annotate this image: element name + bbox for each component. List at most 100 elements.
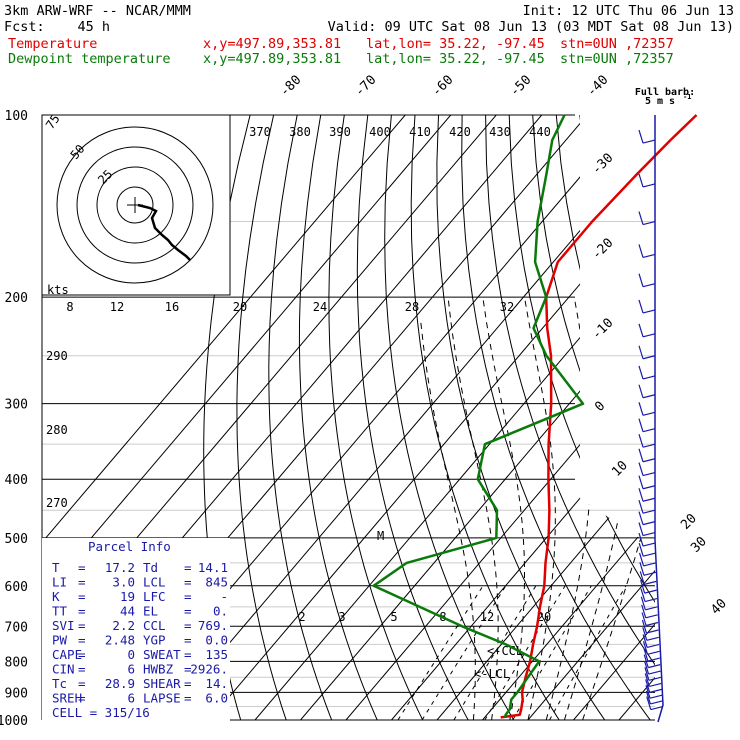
parcel-value: 19	[120, 589, 135, 604]
parcel-key: PW	[52, 633, 68, 648]
wind-barb-flag	[638, 418, 644, 432]
wind-barb	[647, 650, 660, 655]
parcel-eq: =	[184, 691, 192, 706]
moist-adiabat-label: 20	[233, 300, 247, 314]
wind-barb	[644, 598, 658, 603]
wind-barb-flag	[638, 211, 644, 225]
theta-label: 380	[289, 125, 311, 139]
wind-barb-flag	[638, 543, 644, 557]
parcel-eq: =	[78, 662, 86, 677]
isotherm	[254, 115, 655, 720]
parcel-eq: =	[78, 618, 86, 633]
parcel-value: -	[220, 589, 228, 604]
isotherm-label: -50	[507, 73, 534, 100]
temp-stn: stn=0UN ,72357	[560, 36, 674, 52]
parcel-eq: =	[184, 618, 192, 633]
wind-barb-flag	[638, 462, 644, 476]
wind-barb-flag	[644, 667, 650, 681]
wind-barb	[645, 614, 658, 619]
isotherm-label: 30	[688, 534, 710, 556]
parcel-value: 6	[127, 691, 135, 706]
pressure-label-300: 300	[5, 398, 28, 413]
fcst-label: Fcst:	[4, 19, 45, 35]
pressure-label-200: 200	[5, 291, 28, 306]
wind-barb	[643, 571, 657, 576]
wind-barb-flag	[638, 323, 644, 338]
mixing-ratio-label: 2	[298, 610, 305, 624]
full-barb-value: 5 m s	[645, 96, 675, 107]
isotherm-label: -10	[589, 316, 616, 343]
wind-barb-flag	[638, 448, 644, 462]
wind-barb	[643, 552, 656, 557]
wind-barb-flag	[639, 562, 645, 576]
wind-barb-flag	[638, 500, 644, 514]
dry-adiabat	[328, 115, 424, 720]
moist-adiabat	[447, 297, 499, 720]
moist-adiabat-label: 28	[405, 300, 419, 314]
wind-barb	[642, 509, 656, 514]
wind-barb-flag	[638, 244, 644, 258]
parcel-eq: =	[78, 691, 86, 706]
wind-barb	[644, 589, 657, 594]
wind-barb	[645, 606, 658, 611]
temp-xy: x,y=497.89,353.81	[203, 36, 341, 52]
wind-barb-flag	[638, 384, 644, 398]
parcel-key: YGP	[143, 633, 166, 648]
wind-barb-flag	[645, 690, 651, 705]
dew-stn: stn=0UN ,72357	[560, 51, 674, 67]
theta-label: 440	[529, 125, 551, 139]
wind-barb	[642, 253, 656, 259]
wind-barb-flag	[638, 402, 644, 416]
isotherm	[345, 115, 655, 720]
isotherm-label: -20	[589, 236, 616, 263]
wind-barb-flag	[638, 299, 644, 314]
isotherm	[42, 115, 406, 720]
wind-barb-flag	[640, 588, 646, 602]
parcel-key: EL	[143, 604, 158, 619]
wind-barb	[647, 657, 661, 662]
fcst-value: 45 h	[77, 19, 110, 35]
mixing-ratio-line	[397, 585, 484, 720]
parcel-key: CAPE	[52, 647, 82, 662]
moist-adiabat-label: 8	[66, 300, 73, 314]
moist-adiabat	[420, 322, 476, 720]
isotherm	[618, 115, 655, 720]
dry-adiabat	[298, 115, 378, 720]
parcel-value: 845	[205, 575, 228, 590]
theta-label: 430	[489, 125, 511, 139]
hodograph-trace	[137, 203, 191, 261]
pressure-label-500: 500	[5, 532, 28, 547]
dry-adiabat	[532, 115, 655, 720]
legend-dewpoint: Dewpoint temperature	[8, 51, 171, 67]
isotherm	[42, 115, 452, 720]
dry-adiabat	[461, 115, 651, 720]
moist-adiabat	[545, 297, 593, 720]
wind-barb	[642, 458, 656, 463]
dry-adiabat	[384, 115, 515, 720]
temp-latlon: lat,lon= 35.22, -97.45	[366, 36, 545, 52]
wind-barb-flag	[638, 552, 645, 567]
isotherm	[665, 115, 740, 720]
parcel-eq: =	[184, 575, 192, 590]
dry-adiabat	[356, 115, 469, 720]
parcel-value: 14.1	[198, 560, 228, 575]
parcel-key: TT	[52, 604, 68, 619]
moist-adiabat-label: 16	[165, 300, 179, 314]
pressure-label-600: 600	[5, 580, 28, 595]
moist-adiabat	[482, 297, 525, 720]
parcel-value: 28.9	[105, 676, 135, 691]
parcel-eq: =	[184, 560, 192, 575]
parcel-value: 2.48	[105, 633, 135, 648]
parcel-key: LAPSE	[143, 691, 181, 706]
parcel-value: 17.2	[105, 560, 135, 575]
mark-lcl: <-LCL	[474, 667, 510, 681]
moist-adiabat	[563, 297, 636, 720]
wind-barb	[642, 355, 656, 360]
wind-barb	[642, 139, 656, 144]
parcel-value: 0	[127, 647, 135, 662]
dry-adiabat	[236, 115, 287, 720]
dry-adiabat	[410, 115, 560, 720]
parcel-value: 135	[205, 647, 228, 662]
wind-barb	[644, 580, 657, 585]
